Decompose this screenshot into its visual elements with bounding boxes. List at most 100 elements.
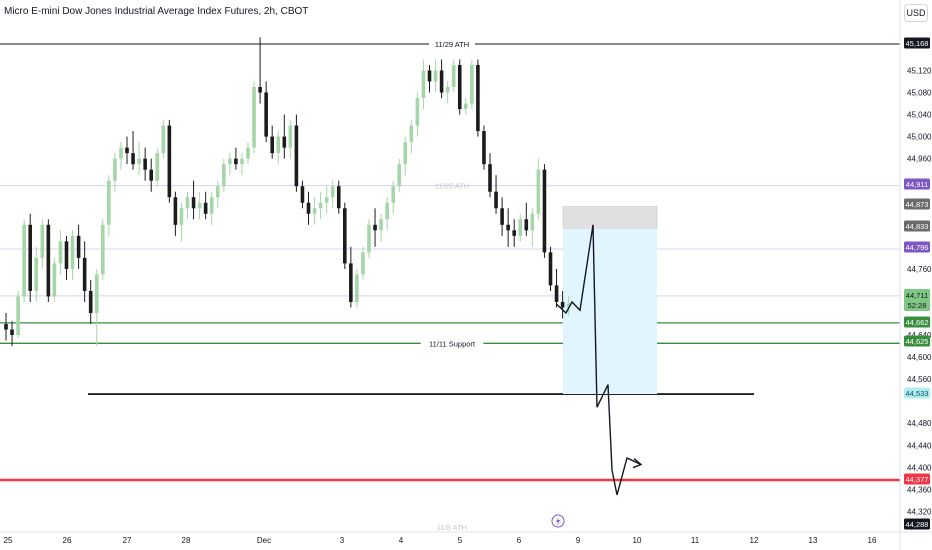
candle-body (409, 125, 414, 143)
candle-body (391, 186, 395, 203)
candle-body (10, 329, 14, 336)
lightning-icon[interactable] (551, 514, 565, 528)
annotation-bg (429, 39, 475, 49)
stop-zone-box (562, 206, 658, 229)
candle-body (270, 136, 274, 154)
currency-button[interactable]: USD (904, 4, 928, 22)
price-tag-label: 44,873 (906, 200, 929, 209)
time-tick-label: 12 (750, 536, 759, 545)
price-tag-label: 45,168 (906, 39, 929, 48)
time-tick-label: 26 (63, 536, 72, 545)
candle-body (4, 324, 8, 330)
price-tag-label: 44,711 (906, 291, 928, 300)
price-tag-label: 44,796 (906, 243, 929, 252)
candle-body (439, 70, 444, 93)
level-annotations: 11/29 ATH 11/25 ATH 11/11 Support 11/8 ATH (420, 39, 484, 532)
candle-body (179, 208, 184, 225)
candle-body (548, 252, 553, 286)
candle-body (94, 274, 99, 313)
time-tick-label: 25 (4, 536, 13, 545)
time-tick-label: 6 (517, 536, 522, 545)
candle-body (70, 235, 75, 269)
time-tick-label: 13 (809, 536, 818, 545)
candle-body (294, 125, 299, 187)
candle-body (197, 202, 202, 209)
candle-body (282, 136, 287, 148)
projection-arrowhead (632, 458, 643, 469)
price-tag-label: 44,662 (906, 318, 929, 327)
level-annotation-label: 11/8 ATH (437, 523, 467, 532)
candle-body (464, 103, 468, 110)
candle-body (191, 197, 196, 209)
candle-body (506, 224, 510, 231)
price-tick-label: 44,760 (907, 265, 932, 274)
candle-body (64, 241, 69, 269)
candle-body (312, 208, 317, 214)
candle-body (470, 64, 474, 104)
candle-body (258, 86, 262, 93)
projection-line (555, 224, 642, 496)
price-tag-bg (904, 335, 930, 347)
candle-body (113, 158, 117, 181)
price-tag-bg (904, 316, 930, 328)
candle-body (240, 158, 244, 165)
candle-body (488, 164, 492, 192)
candle-body (125, 147, 129, 154)
candle-body (149, 169, 153, 181)
candle-body (542, 169, 547, 253)
candle-body (161, 125, 166, 154)
target-zone-box (563, 228, 657, 395)
candle-body (252, 86, 256, 148)
candle-body (324, 197, 329, 203)
annotation-bg (420, 338, 484, 349)
candle-body (536, 169, 541, 214)
candle-body (433, 70, 438, 82)
price-tag-label: 44,377 (906, 475, 929, 484)
candle-body (209, 197, 214, 214)
price-tick-label: 45,080 (907, 89, 932, 98)
candle-body (318, 202, 323, 209)
price-tag-label: 44,833 (906, 222, 929, 231)
price-tag-label: 44,625 (906, 337, 929, 346)
candle-body (403, 142, 408, 165)
candle-body (173, 197, 178, 225)
projection-path (555, 224, 643, 496)
time-tick-label: 9 (576, 536, 581, 545)
price-tag-label: 44,288 (906, 520, 929, 529)
price-tag-bg (904, 289, 930, 311)
candle-body (524, 219, 529, 231)
candle-body (46, 224, 51, 297)
level-annotation-label: 11/11 Support (429, 339, 476, 348)
candle-body (330, 186, 335, 198)
time-tick-label: 27 (123, 536, 132, 545)
position-boxes (562, 206, 658, 395)
lightning-icon-bolt[interactable] (556, 517, 560, 526)
candle-body (379, 219, 383, 231)
price-tick-label: 44,600 (907, 353, 932, 362)
candle-body (28, 224, 32, 291)
candle-body (228, 158, 232, 165)
price-tag-label: 44,533 (906, 389, 929, 398)
candle-body (246, 147, 250, 159)
price-tag-bg (904, 220, 930, 232)
time-tick-label: 28 (182, 536, 191, 545)
candle-body (530, 213, 535, 231)
candle-body (34, 257, 39, 291)
candle-body (137, 158, 141, 165)
candle-body (143, 158, 147, 170)
candle-body (82, 257, 87, 291)
candle-body (131, 153, 135, 165)
candle-body (167, 125, 172, 198)
candle-body (494, 191, 498, 209)
candles (4, 37, 571, 347)
candle-body (336, 186, 341, 209)
level-annotation-label: 11/25 ATH (435, 182, 469, 191)
candle-body (415, 98, 420, 126)
time-tick-label: 16 (868, 536, 877, 545)
candle-body (264, 92, 268, 137)
candle-body (222, 164, 226, 187)
price-tick-label: 44,400 (907, 463, 932, 472)
candle-body (40, 224, 45, 258)
